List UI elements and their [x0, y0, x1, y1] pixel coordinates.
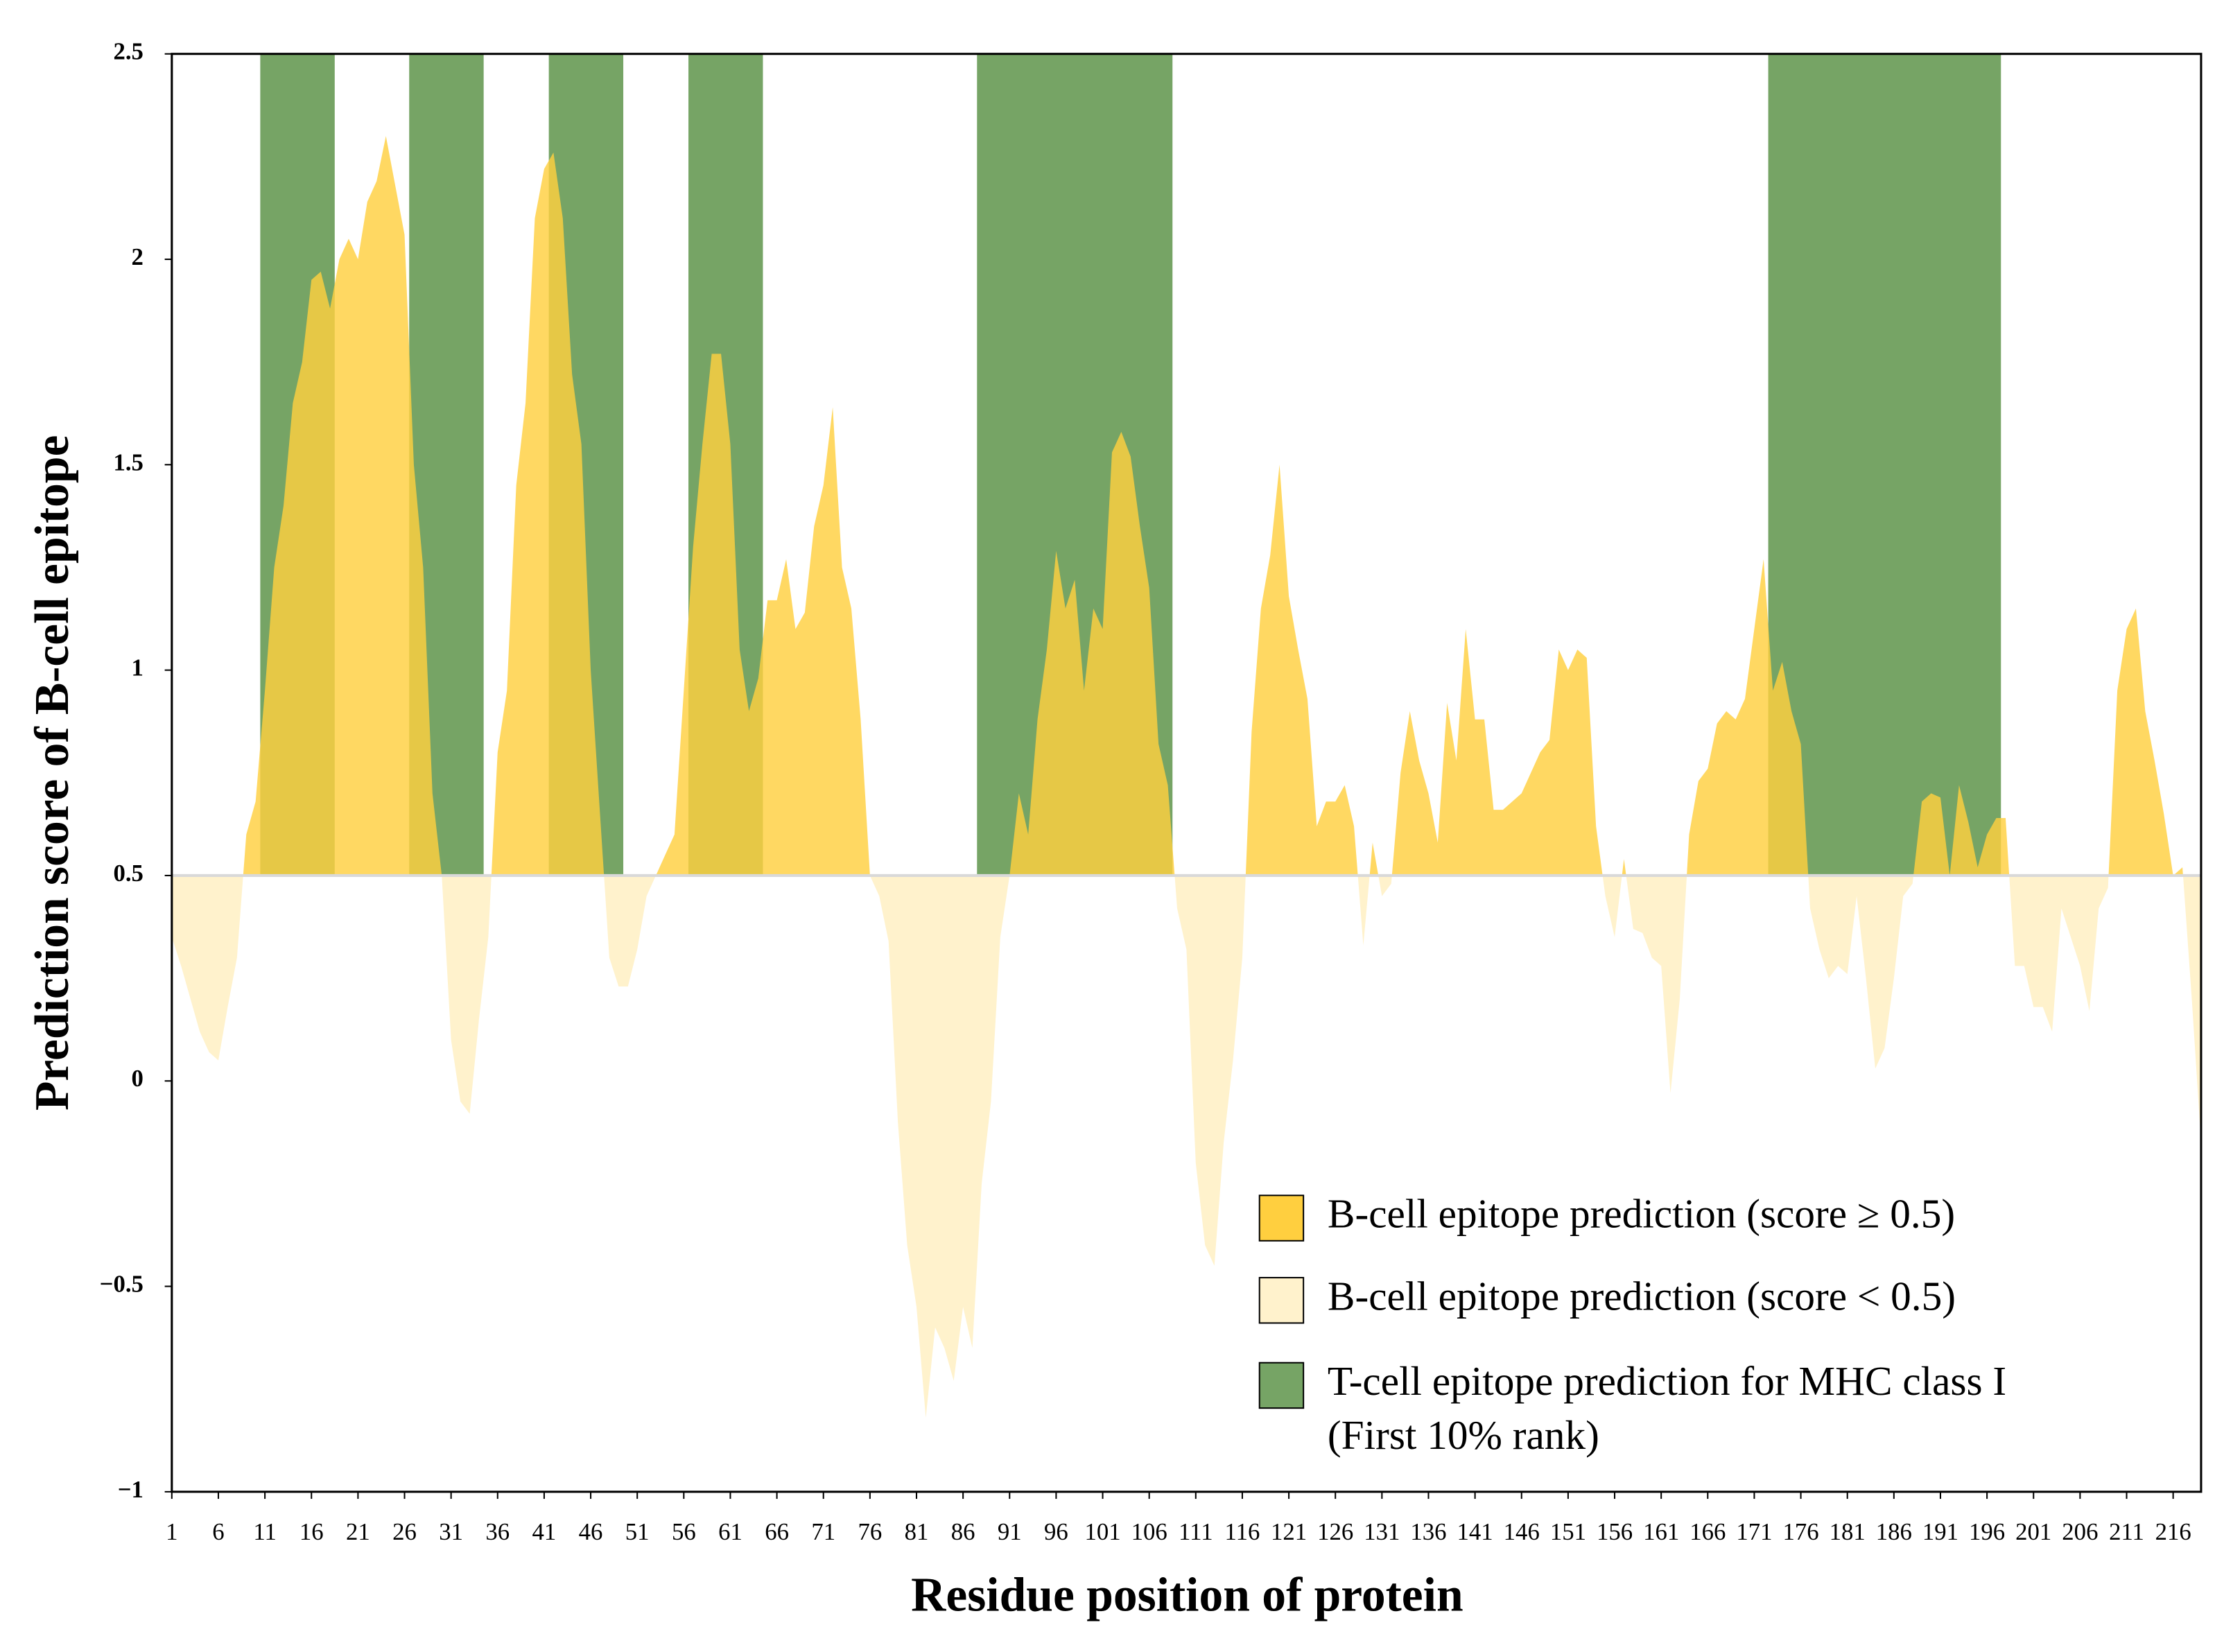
- x-tick-label: 46: [579, 1518, 603, 1545]
- x-tick-label: 61: [718, 1518, 742, 1545]
- x-tick-label: 146: [1504, 1518, 1540, 1545]
- x-tick-label: 181: [1830, 1518, 1866, 1545]
- x-tick-label: 26: [392, 1518, 417, 1545]
- y-tick-label: 1: [132, 654, 144, 681]
- x-tick-label: 101: [1084, 1518, 1120, 1545]
- x-tick-label: 121: [1271, 1518, 1307, 1545]
- x-tick-label: 11: [253, 1518, 276, 1545]
- x-tick-label: 76: [858, 1518, 882, 1545]
- x-tick-label: 91: [998, 1518, 1022, 1545]
- x-tick-label: 131: [1364, 1518, 1400, 1545]
- y-tick-label: 0.5: [113, 860, 143, 887]
- x-tick-label: 106: [1131, 1518, 1167, 1545]
- plot-frame: [171, 53, 2203, 1493]
- x-tick-label: 116: [1225, 1518, 1260, 1545]
- legend-swatch: [1258, 1194, 1305, 1242]
- x-tick-label: 36: [485, 1518, 510, 1545]
- x-tick-label: 171: [1736, 1518, 1772, 1545]
- x-tick-label: 151: [1550, 1518, 1586, 1545]
- legend-label: (First 10% rank): [1328, 1412, 1599, 1458]
- x-tick-label: 51: [625, 1518, 650, 1545]
- x-tick-label: 31: [439, 1518, 463, 1545]
- x-tick-label: 16: [299, 1518, 324, 1545]
- x-tick-label: 96: [1044, 1518, 1068, 1545]
- x-tick-label: 216: [2155, 1518, 2191, 1545]
- x-tick-label: 201: [2015, 1518, 2051, 1545]
- legend-label: T-cell epitope prediction for MHC class …: [1328, 1358, 2006, 1404]
- x-tick-label: 1: [166, 1518, 177, 1545]
- x-tick-label: 211: [2109, 1518, 2144, 1545]
- x-tick-label: 156: [1597, 1518, 1633, 1545]
- x-tick-label: 111: [1179, 1518, 1213, 1545]
- x-tick-label: 196: [1969, 1518, 2005, 1545]
- x-tick-label: 186: [1876, 1518, 1912, 1545]
- x-tick-label: 66: [765, 1518, 789, 1545]
- x-tick-label: 71: [811, 1518, 835, 1545]
- x-tick-label: 191: [1922, 1518, 1958, 1545]
- t-cell-region: [1768, 53, 2001, 876]
- legend-swatch: [1258, 1362, 1305, 1409]
- x-tick-label: 141: [1457, 1518, 1493, 1545]
- x-tick-label: 161: [1643, 1518, 1679, 1545]
- score-area-above: [243, 136, 2183, 876]
- x-axis-title: Residue position of protein: [911, 1568, 1463, 1621]
- legend-swatch: [1258, 1276, 1305, 1324]
- y-tick-label: −1: [118, 1476, 144, 1503]
- y-tick-label: 2.5: [113, 38, 143, 65]
- y-tick-label: −0.5: [100, 1271, 144, 1298]
- x-tick-label: 81: [905, 1518, 929, 1545]
- y-axis-title: Prediction score of B-cell epitope: [26, 435, 79, 1111]
- x-tick-label: 41: [532, 1518, 557, 1545]
- x-tick-label: 176: [1782, 1518, 1818, 1545]
- x-tick-label: 166: [1689, 1518, 1726, 1545]
- x-tick-label: 56: [672, 1518, 696, 1545]
- y-tick-label: 0: [132, 1065, 144, 1092]
- plot-area: [171, 53, 2201, 1418]
- x-tick-label: 126: [1317, 1518, 1353, 1545]
- legend-label: B-cell epitope prediction (score < 0.5): [1328, 1273, 1956, 1319]
- x-tick-label: 206: [2062, 1518, 2098, 1545]
- x-tick-label: 86: [951, 1518, 975, 1545]
- y-tick-label: 1.5: [113, 449, 143, 476]
- y-tick-label: 2: [132, 243, 144, 270]
- x-tick-label: 6: [212, 1518, 224, 1545]
- legend-label: B-cell epitope prediction (score ≥ 0.5): [1328, 1191, 1955, 1237]
- x-tick-label: 136: [1410, 1518, 1446, 1545]
- x-tick-label: 21: [346, 1518, 370, 1545]
